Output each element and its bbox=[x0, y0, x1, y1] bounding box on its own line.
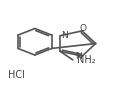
Text: N: N bbox=[75, 52, 82, 61]
Text: HCl: HCl bbox=[8, 70, 25, 80]
Text: N: N bbox=[61, 31, 68, 39]
Text: O: O bbox=[79, 25, 86, 33]
Text: NH₂: NH₂ bbox=[77, 55, 96, 65]
